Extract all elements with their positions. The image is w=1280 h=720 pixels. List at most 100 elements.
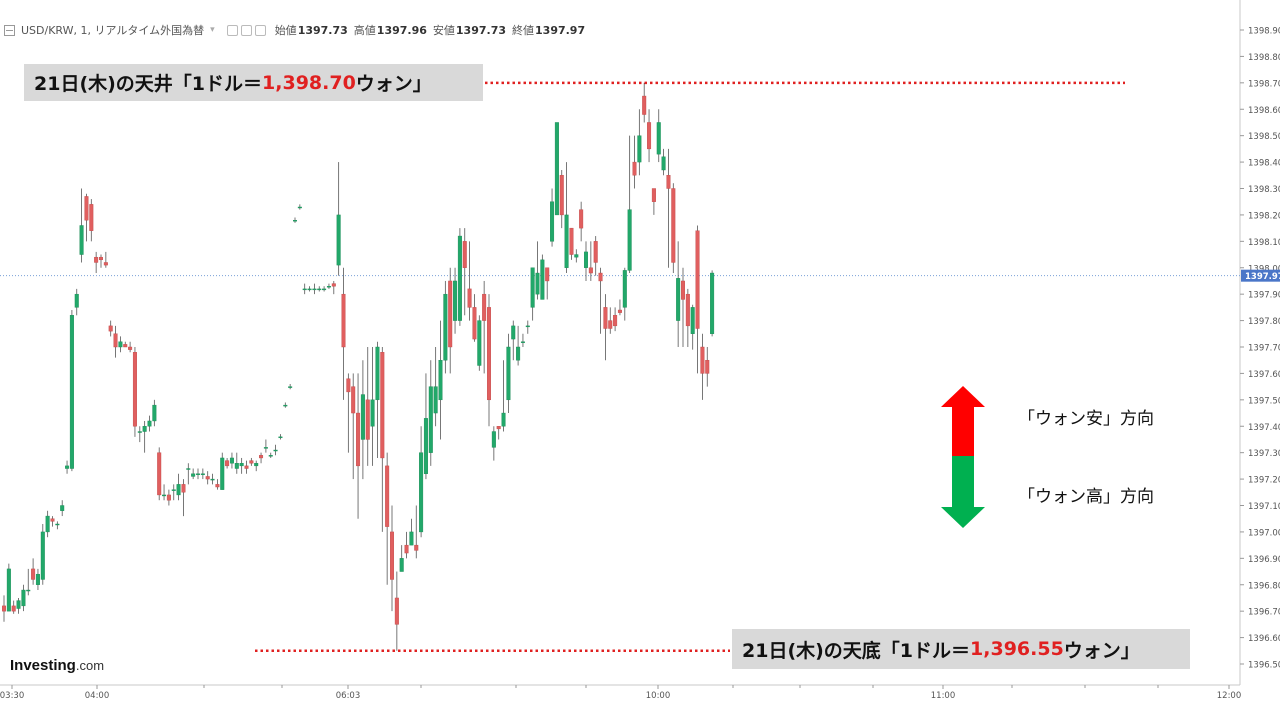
- candle-body: [142, 426, 147, 432]
- candle-body: [506, 346, 511, 401]
- candle-body: [516, 346, 521, 361]
- candle-body: [166, 494, 171, 501]
- candle-body: [390, 531, 395, 580]
- candle-body: [79, 225, 84, 255]
- candle-body: [627, 209, 632, 271]
- candle-body: [487, 307, 492, 401]
- candle-body: [501, 412, 506, 427]
- y-tick-label: 1398.90: [1248, 27, 1280, 37]
- y-tick-label: 1397.10: [1248, 502, 1280, 512]
- candle-body: [132, 352, 137, 427]
- won-weak-label: 「ウォン安」方向: [1018, 409, 1154, 429]
- candle-body: [137, 431, 142, 433]
- candle-body: [690, 307, 695, 334]
- candle-body: [676, 278, 681, 321]
- candle-body: [360, 394, 365, 440]
- ceiling-price: 1,398.70: [262, 71, 356, 94]
- candle-body: [200, 473, 205, 475]
- candle-body: [6, 568, 11, 612]
- candle-body: [317, 288, 322, 291]
- floor-callout-prefix: 21日(木)の天底「1ドル＝: [742, 639, 971, 662]
- candle-body: [380, 352, 385, 459]
- y-tick-label: 1397.40: [1248, 423, 1280, 433]
- y-tick-label: 1396.70: [1248, 608, 1280, 618]
- candle-body: [579, 209, 584, 229]
- low-label: 安値: [432, 24, 455, 37]
- candle-body: [574, 254, 579, 258]
- candle-body: [482, 293, 487, 321]
- candle-body: [108, 325, 113, 332]
- candle-body: [26, 589, 31, 592]
- candle-body: [394, 597, 399, 625]
- candle-body: [307, 288, 312, 291]
- candle-body: [74, 293, 79, 308]
- candle-body: [356, 412, 361, 467]
- eye-icon[interactable]: [226, 24, 238, 36]
- candle-body: [423, 418, 428, 475]
- candle-body: [608, 320, 613, 329]
- candle-body: [370, 399, 375, 427]
- candle-body: [302, 288, 307, 291]
- candle-body: [89, 204, 94, 231]
- won-strong-label: 「ウォン高」方向: [1018, 487, 1154, 507]
- candle-body: [45, 515, 50, 533]
- candle-body: [603, 307, 608, 329]
- candle-body: [419, 452, 424, 533]
- candle-body: [598, 272, 603, 282]
- y-tick-label: 1398.50: [1248, 132, 1280, 142]
- investing-logo: Investing.com: [10, 657, 104, 674]
- close-icon[interactable]: [254, 24, 266, 36]
- candle-body: [375, 346, 380, 401]
- candle-body: [647, 122, 652, 150]
- low-value: 1397.73: [455, 23, 507, 37]
- floor-callout: 21日(木)の天底「1ドル＝ 1,396.55 ウォン」: [732, 629, 1190, 669]
- candle-body: [239, 463, 244, 467]
- candle-body: [297, 206, 302, 209]
- candle-body: [535, 272, 540, 295]
- candle-body: [171, 489, 176, 491]
- y-tick-label: 1396.90: [1248, 555, 1280, 565]
- y-tick-label: 1397.60: [1248, 370, 1280, 380]
- y-tick-label: 1397.50: [1248, 396, 1280, 406]
- y-tick-label: 1397.70: [1248, 344, 1280, 354]
- candle-body: [385, 465, 390, 527]
- candle-body: [554, 122, 559, 216]
- candle-body: [472, 307, 477, 340]
- chevron-down-icon[interactable]: ▾: [210, 25, 215, 35]
- candle-body: [50, 518, 55, 522]
- candle-body: [94, 256, 99, 263]
- x-tick-label: 11:00: [931, 691, 956, 701]
- candle-body: [530, 267, 535, 308]
- collapse-icon[interactable]: [4, 24, 15, 36]
- x-tick-label: 03:30: [0, 691, 24, 701]
- candle-body: [710, 272, 715, 334]
- candle-body: [11, 605, 16, 612]
- candle-body: [331, 283, 336, 287]
- settings-icon[interactable]: [240, 24, 252, 36]
- x-tick-label: 12:00: [1217, 691, 1242, 701]
- y-tick-label: 1397.80: [1248, 317, 1280, 327]
- candle-body: [540, 259, 545, 300]
- candle-body: [637, 135, 642, 163]
- candle-body: [283, 404, 288, 407]
- ceiling-callout: 21日(木)の天井「1ドル＝ 1,398.70 ウォン」: [24, 64, 483, 101]
- candle-body: [147, 420, 152, 427]
- candle-body: [186, 468, 191, 470]
- candle-body: [428, 386, 433, 453]
- candle-body: [35, 573, 40, 585]
- candle-body: [181, 484, 186, 493]
- candle-body: [103, 262, 108, 266]
- high-label: 高値: [353, 24, 376, 37]
- symbol-title: USD/KRW, 1, リアルタイム外国為替: [21, 24, 205, 37]
- candle-body: [55, 523, 60, 526]
- candle-body: [700, 346, 705, 374]
- candle-body: [234, 463, 239, 469]
- candle-body: [215, 484, 220, 488]
- y-tick-label: 1396.60: [1248, 634, 1280, 644]
- ceiling-callout-suffix: ウォン」: [355, 73, 432, 95]
- y-tick-label: 1398.10: [1248, 238, 1280, 248]
- candle-body: [259, 455, 264, 459]
- candle-body: [559, 175, 564, 216]
- candle-body: [685, 293, 690, 327]
